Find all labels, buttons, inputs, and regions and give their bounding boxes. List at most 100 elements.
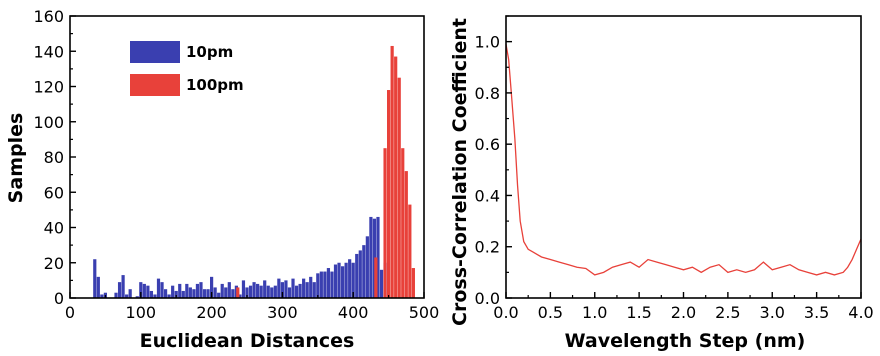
y-tick-label: 100 <box>33 113 64 132</box>
bar-10pm <box>93 259 97 298</box>
bar-10pm <box>213 287 217 298</box>
bar-10pm <box>181 290 185 298</box>
x-tick-label: 2.0 <box>671 303 696 322</box>
bar-10pm <box>153 294 157 298</box>
x-tick-label: 3.5 <box>804 303 829 322</box>
bar-10pm <box>202 289 207 298</box>
bar-10pm <box>273 285 277 298</box>
x-tick-label: 0.5 <box>538 303 563 322</box>
bar-10pm <box>298 283 302 298</box>
bar-10pm <box>333 264 338 298</box>
legend: 10pm 100pm <box>130 41 244 96</box>
bar-10pm <box>156 278 161 298</box>
bar-10pm <box>160 282 164 298</box>
bar-10pm <box>149 290 154 298</box>
bar-10pm <box>270 287 274 298</box>
bar-10pm <box>330 271 334 298</box>
x-tick-label: 300 <box>267 303 298 322</box>
bar-10pm <box>96 276 100 298</box>
bar-100pm <box>374 257 378 298</box>
bar-10pm <box>365 236 369 298</box>
bar-10pm <box>163 289 168 298</box>
y-tick-label: 0 <box>54 289 64 308</box>
legend-label-10pm: 10pm <box>186 43 233 61</box>
bar-10pm <box>178 283 182 298</box>
bar-10pm <box>369 216 373 298</box>
bar-10pm <box>256 283 260 298</box>
y-tick-label: 140 <box>33 42 64 61</box>
bar-10pm <box>316 273 320 298</box>
bar-10pm <box>355 253 359 298</box>
bar-10pm <box>319 271 323 298</box>
bar-10pm <box>323 271 327 298</box>
bar-10pm <box>294 285 299 298</box>
bar-10pm <box>192 289 196 298</box>
bar-10pm <box>263 280 267 299</box>
x-tick-label: 400 <box>338 303 369 322</box>
bar-10pm <box>117 282 122 298</box>
bar-10pm <box>248 285 253 298</box>
bar-10pm <box>220 283 224 298</box>
bar-10pm <box>312 282 316 298</box>
bar-100pm <box>394 56 398 298</box>
bar-10pm <box>284 280 288 299</box>
histogram-chart: 0 100 200 300 400 500 0 20 40 60 80 100 120 140 160 10… <box>5 7 439 352</box>
bar-10pm <box>326 268 331 298</box>
bar-10pm <box>302 278 306 298</box>
bar-100pm <box>390 45 394 299</box>
y-tick-label: 120 <box>33 78 64 97</box>
bar-10pm <box>379 269 384 298</box>
bar-10pm <box>100 294 104 298</box>
bar-100pm <box>411 268 415 298</box>
legend-label-100pm: 100pm <box>186 76 244 94</box>
bar-10pm <box>142 283 146 298</box>
bar-10pm <box>309 276 313 298</box>
bar-10pm <box>351 262 355 298</box>
x-tick-label: 1.0 <box>582 303 607 322</box>
x-tick-label: 2.5 <box>715 303 740 322</box>
bar-10pm <box>231 289 235 298</box>
bar-10pm <box>362 245 366 299</box>
bar-10pm <box>305 282 309 298</box>
y-tick-label: 40 <box>44 219 64 238</box>
x-tick-label: 100 <box>126 303 157 322</box>
y-tick-label: 160 <box>33 7 64 26</box>
histogram-axes: 0 100 200 300 400 500 0 20 40 60 80 100 120 140 160 <box>33 7 439 322</box>
bar-10pm <box>135 296 139 298</box>
y-axis-title-right: Cross-Correlation Coefficient <box>449 18 471 326</box>
x-tick-label: 1.5 <box>626 303 651 322</box>
correlation-line-group <box>505 44 862 276</box>
x-tick-label: 200 <box>196 303 227 322</box>
bar-10pm <box>376 216 380 298</box>
x-axis-title-right: Wavelength Step (nm) <box>565 330 806 352</box>
bar-10pm <box>259 285 263 298</box>
bar-10pm <box>340 266 345 298</box>
y-tick-label: 0.6 <box>475 135 500 154</box>
y-axis-title: Samples <box>5 113 27 204</box>
bar-10pm <box>224 287 228 298</box>
bar-10pm <box>280 282 284 298</box>
bar-10pm <box>241 280 246 299</box>
x-tick-label: 500 <box>409 303 440 322</box>
bar-10pm <box>227 282 231 298</box>
x-tick-label: 3.0 <box>760 303 785 322</box>
legend-swatch-100pm <box>130 74 180 96</box>
bar-10pm <box>337 262 341 298</box>
bar-10pm <box>171 285 175 298</box>
bar-10pm <box>217 292 221 298</box>
correlation-axes: 0.0 0.5 1.0 1.5 2.0 2.5 3.0 3.5 4.0 0.0 0.2 0.4 0.6 0… <box>475 15 874 322</box>
correlation-line <box>505 44 862 276</box>
bar-10pm <box>199 282 203 298</box>
bar-100pm <box>401 148 405 298</box>
bar-10pm <box>195 283 200 298</box>
bar-10pm <box>344 262 348 298</box>
x-axis-title: Euclidean Distances <box>140 330 355 352</box>
bar-100pm <box>408 204 412 298</box>
bar-10pm <box>291 278 295 298</box>
x-tick-label: 0 <box>65 303 75 322</box>
bar-10pm <box>125 294 129 298</box>
bar-10pm <box>185 283 189 298</box>
bar-10pm <box>174 290 178 298</box>
bar-10pm <box>146 285 150 298</box>
